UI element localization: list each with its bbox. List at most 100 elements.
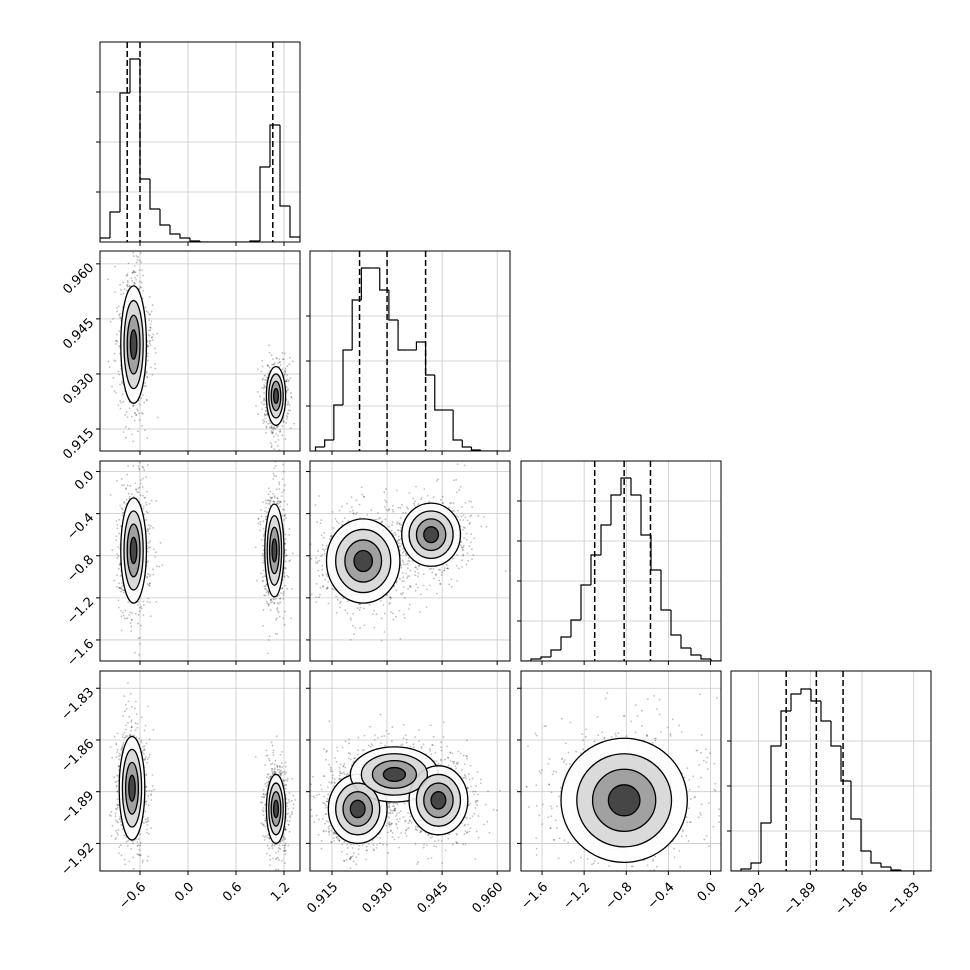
- sample-point: [143, 749, 146, 752]
- sample-point: [286, 389, 289, 392]
- sample-point: [372, 613, 374, 615]
- sample-point: [148, 502, 151, 505]
- sample-point: [275, 357, 278, 360]
- sample-point: [321, 564, 324, 567]
- sample-point: [125, 411, 128, 413]
- sample-point: [266, 754, 269, 757]
- y-tick-label: −1.92: [59, 840, 98, 879]
- sample-point: [122, 591, 125, 594]
- sample-point: [269, 609, 272, 612]
- sample-point: [261, 580, 264, 583]
- sample-point: [149, 313, 152, 316]
- sample-point: [137, 604, 139, 606]
- sample-point: [287, 402, 290, 405]
- sample-point: [111, 756, 114, 759]
- sample-point: [120, 854, 123, 857]
- histogram-bin: [590, 554, 601, 585]
- sample-point: [147, 528, 150, 531]
- sample-point: [271, 744, 274, 747]
- sample-point: [266, 589, 269, 592]
- sample-point: [266, 365, 269, 368]
- sample-point: [284, 373, 286, 376]
- sample-point: [281, 491, 284, 494]
- sample-point: [262, 377, 265, 380]
- sample-point: [283, 489, 285, 491]
- sample-point: [281, 587, 284, 590]
- sample-point: [131, 272, 134, 274]
- sample-point: [284, 542, 287, 545]
- sample-point: [116, 310, 119, 312]
- sample-point: [286, 378, 288, 381]
- sample-point: [137, 601, 140, 603]
- sample-point: [263, 398, 266, 401]
- sample-point: [120, 629, 123, 632]
- sample-point: [272, 500, 275, 503]
- panel: [731, 671, 931, 871]
- sample-point: [265, 749, 268, 752]
- sample-point: [325, 544, 328, 547]
- sample-point: [118, 345, 120, 347]
- sample-point: [327, 581, 329, 583]
- sample-point: [134, 729, 137, 732]
- sample-point: [285, 778, 287, 781]
- sample-point: [259, 523, 262, 526]
- sample-point: [116, 524, 119, 526]
- sample-point: [142, 614, 145, 616]
- sample-point: [113, 390, 116, 393]
- sample-point: [283, 847, 286, 849]
- sample-point: [278, 844, 281, 847]
- sample-point: [275, 357, 278, 360]
- sample-point: [126, 279, 129, 282]
- sample-point: [292, 803, 295, 806]
- sample-point: [269, 775, 272, 778]
- sample-point: [262, 624, 264, 627]
- sample-point: [148, 295, 151, 298]
- sample-point: [125, 840, 128, 843]
- sample-point: [126, 735, 129, 738]
- sample-point: [128, 860, 131, 863]
- sample-point: [147, 795, 150, 797]
- sample-point: [279, 501, 282, 504]
- sample-point: [124, 413, 127, 416]
- sample-point: [287, 541, 289, 543]
- sample-point: [274, 428, 277, 431]
- sample-point: [272, 749, 275, 752]
- histogram-bin: [890, 867, 901, 871]
- sample-point: [281, 844, 284, 847]
- sample-point: [109, 746, 112, 748]
- sample-point: [267, 781, 270, 783]
- sample-point: [117, 765, 120, 768]
- sample-point: [288, 791, 291, 794]
- sample-point: [147, 833, 150, 835]
- sample-point: [339, 602, 341, 605]
- sample-point: [270, 598, 272, 601]
- sample-point: [122, 400, 125, 403]
- sample-point: [146, 824, 149, 826]
- sample-point: [260, 508, 263, 511]
- histogram-bin: [179, 234, 190, 239]
- sample-point: [343, 517, 346, 520]
- sample-point: [273, 601, 276, 604]
- sample-point: [112, 317, 115, 320]
- sample-point: [134, 707, 136, 710]
- sample-point: [286, 415, 289, 418]
- sample-point: [256, 579, 258, 582]
- sample-point: [127, 601, 130, 604]
- sample-point: [277, 434, 279, 437]
- sample-point: [263, 575, 266, 578]
- sample-point: [271, 432, 274, 435]
- sample-point: [269, 858, 272, 861]
- sample-point: [281, 839, 283, 842]
- y-tick-label: −1.83: [59, 685, 98, 724]
- sample-point: [148, 738, 151, 741]
- sample-point: [276, 502, 278, 505]
- sample-point: [118, 587, 121, 589]
- sample-point: [275, 597, 277, 600]
- sample-point: [121, 582, 123, 584]
- sample-point: [293, 422, 296, 425]
- sample-point: [134, 700, 137, 703]
- sample-point: [288, 830, 291, 833]
- histogram-bin: [379, 268, 389, 291]
- sample-point: [291, 777, 293, 780]
- histogram-bin: [424, 342, 435, 376]
